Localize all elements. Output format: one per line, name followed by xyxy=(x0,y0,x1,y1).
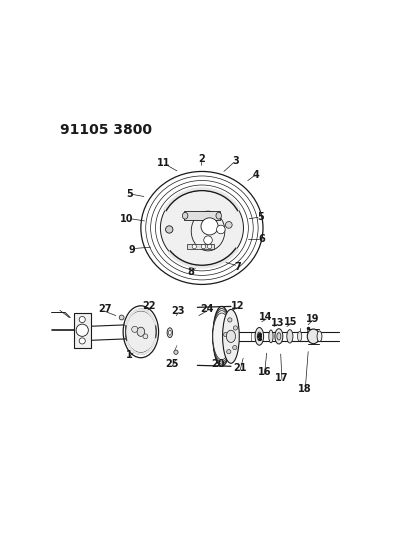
Ellipse shape xyxy=(275,329,283,344)
Text: 91105 3800: 91105 3800 xyxy=(60,123,152,137)
Ellipse shape xyxy=(182,212,188,219)
Circle shape xyxy=(207,245,212,249)
Circle shape xyxy=(227,350,231,354)
Ellipse shape xyxy=(269,330,273,343)
Text: 26: 26 xyxy=(74,338,88,348)
Ellipse shape xyxy=(255,327,264,345)
Circle shape xyxy=(165,226,173,233)
Text: 24: 24 xyxy=(201,304,214,314)
Text: 4: 4 xyxy=(253,169,260,180)
Circle shape xyxy=(233,326,238,330)
Text: 3: 3 xyxy=(232,156,239,166)
Text: 18: 18 xyxy=(298,384,312,394)
Text: 2: 2 xyxy=(199,154,205,164)
Text: 17: 17 xyxy=(275,373,289,383)
Circle shape xyxy=(76,324,88,336)
Ellipse shape xyxy=(213,313,231,360)
Ellipse shape xyxy=(167,328,173,337)
Ellipse shape xyxy=(317,331,322,342)
Text: 10: 10 xyxy=(120,214,134,224)
Ellipse shape xyxy=(287,329,293,343)
Circle shape xyxy=(79,338,85,344)
Text: 6: 6 xyxy=(258,233,265,244)
Ellipse shape xyxy=(213,309,231,364)
Text: 5: 5 xyxy=(257,212,264,222)
Ellipse shape xyxy=(216,212,221,219)
Text: 14: 14 xyxy=(259,312,273,322)
Text: 16: 16 xyxy=(258,367,271,377)
Text: 1: 1 xyxy=(126,350,133,360)
Ellipse shape xyxy=(297,332,302,341)
Text: 12: 12 xyxy=(231,301,245,311)
Text: 7: 7 xyxy=(234,262,242,272)
Circle shape xyxy=(217,225,225,234)
Circle shape xyxy=(201,245,206,249)
Text: 22: 22 xyxy=(143,302,156,311)
Text: 21: 21 xyxy=(233,364,247,374)
Ellipse shape xyxy=(160,190,243,266)
Circle shape xyxy=(233,345,237,350)
Ellipse shape xyxy=(307,329,320,344)
Ellipse shape xyxy=(213,306,231,366)
Ellipse shape xyxy=(223,310,239,364)
Circle shape xyxy=(228,318,232,322)
Text: 25: 25 xyxy=(165,359,179,369)
Bar xyxy=(74,313,91,348)
Text: 11: 11 xyxy=(157,158,171,168)
Circle shape xyxy=(201,218,218,235)
Circle shape xyxy=(174,350,178,354)
Text: 9: 9 xyxy=(129,245,136,255)
Text: 15: 15 xyxy=(284,317,298,327)
Text: 5: 5 xyxy=(126,189,133,199)
Circle shape xyxy=(79,317,85,322)
Ellipse shape xyxy=(169,330,171,335)
Ellipse shape xyxy=(257,332,262,341)
Ellipse shape xyxy=(191,211,225,251)
Ellipse shape xyxy=(126,310,156,354)
Text: 19: 19 xyxy=(306,313,319,324)
Text: 20: 20 xyxy=(211,359,225,369)
Text: 27: 27 xyxy=(98,304,112,314)
Ellipse shape xyxy=(226,330,236,342)
Ellipse shape xyxy=(277,333,281,340)
Circle shape xyxy=(224,333,228,337)
Ellipse shape xyxy=(137,327,145,336)
Circle shape xyxy=(204,236,212,245)
Circle shape xyxy=(143,334,148,339)
Circle shape xyxy=(119,315,124,320)
Bar xyxy=(187,244,214,249)
Circle shape xyxy=(225,222,232,228)
Circle shape xyxy=(192,245,197,249)
Text: 13: 13 xyxy=(271,318,284,328)
Text: 23: 23 xyxy=(171,306,185,316)
Circle shape xyxy=(132,326,138,333)
Bar xyxy=(184,211,220,220)
Ellipse shape xyxy=(213,311,231,362)
Text: 8: 8 xyxy=(187,267,194,277)
